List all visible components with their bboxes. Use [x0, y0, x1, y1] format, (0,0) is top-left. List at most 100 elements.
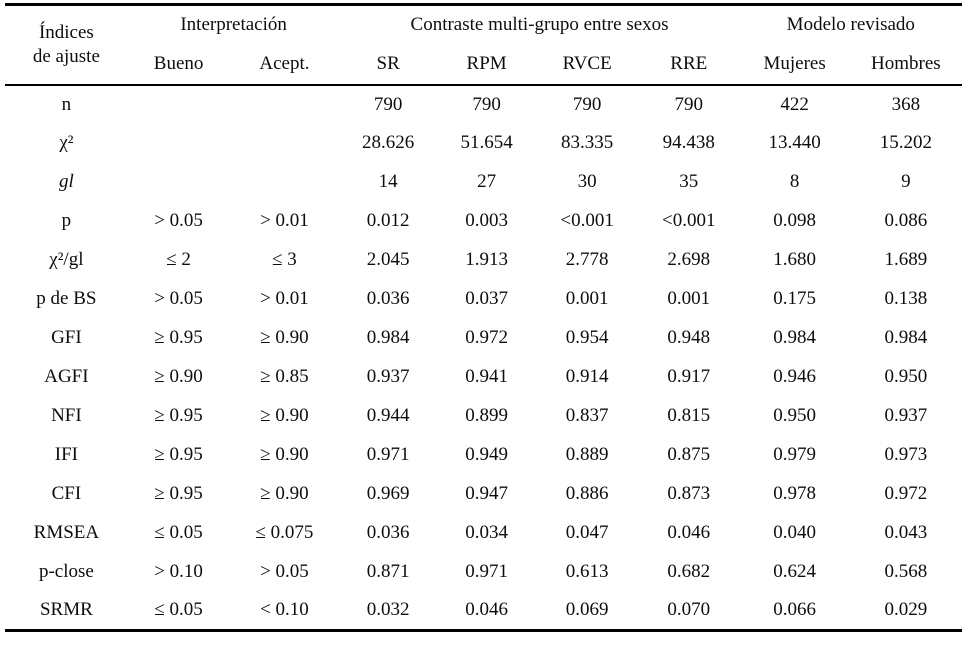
group-header-interpretacion: Interpretación [180, 14, 287, 36]
table-row: p-close > 0.10 > 0.05 0.871 0.971 0.613 0.682 0… [5, 553, 962, 592]
col-header-rvce: RVCE [562, 53, 612, 74]
table-cell: 2.045 [366, 249, 410, 270]
row-label: p-close [38, 561, 94, 582]
table-cell: < 0.10 [260, 599, 309, 621]
table-row: CFI ≥ 0.95 ≥ 0.90 0.969 0.947 0.886 0.873 0.978… [5, 475, 962, 514]
table-cell: ≥ 0.95 [154, 444, 203, 465]
table-cell: > 0.05 [154, 210, 203, 231]
table-cell: ≤ 3 [272, 249, 297, 270]
col-header-rpm: RPM [466, 53, 507, 74]
table-cell: 0.043 [884, 522, 928, 543]
table-cell: 28.626 [362, 132, 415, 153]
table-cell: 0.040 [773, 522, 816, 543]
table-cell: 0.949 [465, 444, 508, 465]
table-cell: 0.899 [465, 405, 508, 426]
table-cell: 0.046 [667, 522, 711, 543]
row-label: χ² [59, 132, 74, 153]
table-cell: 1.689 [884, 249, 928, 270]
table-cell: 0.682 [667, 561, 711, 582]
table-cell: 8 [789, 171, 800, 192]
table-cell: <0.001 [560, 210, 614, 231]
table-cell: ≤ 2 [166, 249, 191, 270]
table-cell: 0.886 [565, 483, 609, 504]
table-cell: 0.047 [565, 522, 609, 543]
table-cell: > 0.10 [154, 561, 203, 582]
table-cell: 422 [780, 93, 809, 115]
table-cell: 0.937 [884, 405, 928, 426]
table-cell: > 0.05 [154, 288, 203, 309]
fit-indices-table-container: Índices de ajuste Interpretación Contras… [5, 3, 962, 632]
group-header-modelo-revisado: Modelo revisado [786, 14, 915, 36]
table-cell: 0.978 [773, 483, 816, 504]
table-cell: 0.815 [667, 405, 711, 426]
table-cell: ≥ 0.95 [154, 483, 203, 504]
table-cell: 0.873 [667, 483, 711, 504]
table-cell: ≥ 0.90 [260, 405, 309, 426]
row-label: IFI [54, 444, 78, 465]
table-cell: 1.680 [773, 249, 816, 270]
table-cell: 0.979 [773, 444, 816, 465]
table-cell: 0.029 [884, 599, 928, 621]
table-cell: 83.335 [561, 132, 614, 153]
table-cell: 0.568 [884, 561, 928, 582]
row-label: AGFI [44, 366, 89, 387]
table-cell: 9 [901, 171, 911, 192]
table-cell: 0.066 [773, 599, 816, 621]
table-row: AGFI ≥ 0.90 ≥ 0.85 0.937 0.941 0.914 0.917 0.94… [5, 358, 962, 397]
row-label: n [61, 93, 72, 115]
table-cell: 0.948 [667, 327, 711, 348]
header-group-row: Índices de ajuste Interpretación Contras… [5, 5, 962, 67]
table-cell: ≤ 0.05 [154, 522, 203, 543]
table-cell: ≥ 0.85 [260, 366, 309, 387]
table-cell [229, 163, 339, 202]
group-header-contraste-multigrupo: Contraste multi-grupo entre sexos [410, 14, 669, 36]
table-cell: ≥ 0.90 [260, 327, 309, 348]
header-sub-row: Bueno Acept. SR RPM RVCE RRE Mujeres Hom… [5, 45, 962, 85]
table-cell: 0.917 [667, 366, 711, 387]
table-cell: ≥ 0.90 [260, 483, 309, 504]
table-cell: 0.046 [465, 599, 508, 621]
table-cell: 790 [674, 93, 704, 115]
table-cell: 0.971 [465, 561, 508, 582]
table-cell: 30 [577, 171, 597, 192]
table-cell: 0.946 [773, 366, 816, 387]
col-header-hombres: Hombres [871, 53, 941, 74]
table-cell: 368 [891, 93, 921, 115]
table-cell: ≤ 0.05 [154, 599, 203, 621]
table-cell: 1.913 [465, 249, 508, 270]
table-cell: 0.972 [465, 327, 508, 348]
table-cell: 0.972 [884, 483, 928, 504]
table-cell: 0.034 [465, 522, 508, 543]
table-cell: 0.941 [465, 366, 508, 387]
col-header-indices-line1: Índices [38, 22, 94, 43]
table-cell: 51.654 [460, 132, 513, 153]
col-header-indices-de-ajuste: Índices de ajuste [5, 5, 128, 85]
table-cell: 790 [572, 93, 602, 115]
table-cell: 790 [472, 93, 501, 115]
table-cell: 0.973 [884, 444, 928, 465]
table-cell: 35 [679, 171, 699, 192]
table-cell: ≥ 0.95 [154, 405, 203, 426]
table-cell: 15.202 [879, 132, 932, 153]
table-cell: 0.001 [667, 288, 711, 309]
table-cell: 14 [378, 171, 398, 192]
table-cell: 790 [373, 93, 403, 115]
row-label: p [61, 210, 72, 231]
table-cell: 0.950 [884, 366, 928, 387]
row-label: GFI [51, 327, 82, 348]
table-row: IFI ≥ 0.95 ≥ 0.90 0.971 0.949 0.889 0.875 0.979… [5, 436, 962, 475]
table-cell: 0.971 [366, 444, 410, 465]
table-cell: 0.624 [773, 561, 816, 582]
table-cell [128, 85, 230, 124]
col-header-acept: Acept. [259, 53, 310, 74]
table-cell [229, 124, 339, 163]
table-cell: > 0.05 [260, 561, 309, 582]
col-header-bueno: Bueno [153, 53, 204, 74]
col-header-mujeres: Mujeres [763, 53, 826, 74]
fit-indices-table: Índices de ajuste Interpretación Contras… [5, 3, 962, 632]
table-cell: 0.984 [884, 327, 928, 348]
table-cell: 0.613 [565, 561, 609, 582]
table-row: χ² 28.626 51.654 83.335 94.438 13.440 15.202 [5, 124, 962, 163]
col-header-indices-line2: de ajuste [32, 45, 100, 67]
row-label: p de BS [36, 288, 97, 309]
